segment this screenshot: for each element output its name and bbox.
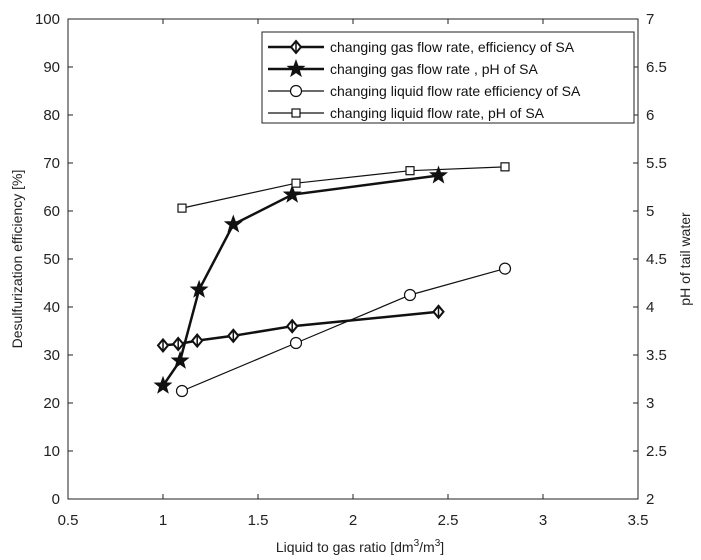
legend-entry: changing liquid flow rate, pH of SA <box>268 105 545 121</box>
square-marker <box>500 162 510 172</box>
x-tick-label: 1 <box>159 512 167 529</box>
y-left-tick-label: 20 <box>43 395 60 412</box>
y-right-tick-label: 4 <box>646 299 654 316</box>
x-tick-label: 2.5 <box>438 512 459 529</box>
y-right-tick-label: 7 <box>646 11 654 28</box>
y-left-tick-label: 60 <box>43 203 60 220</box>
y-axis-right-label: pH of tail water <box>677 212 693 306</box>
y-right-tick-label: 3 <box>646 395 654 412</box>
y-left-tick-label: 0 <box>52 491 60 508</box>
y-right-tick-label: 2 <box>646 491 654 508</box>
legend-label: changing gas flow rate, efficiency of SA <box>330 39 575 55</box>
y-left-tick-label: 80 <box>43 107 60 124</box>
series-star <box>153 165 448 394</box>
legend-label: changing gas flow rate , pH of SA <box>330 61 538 77</box>
star-marker <box>153 375 173 394</box>
x-axis-label: Liquid to gas ratio [dm3/m3] <box>276 538 444 555</box>
x-tick-label: 2 <box>349 512 357 529</box>
circle-marker <box>289 84 303 98</box>
y-left-tick-label: 90 <box>43 59 60 76</box>
square-marker <box>177 203 187 213</box>
series-line <box>181 166 506 209</box>
y-left-tick-label: 70 <box>43 155 60 172</box>
star-marker <box>223 214 243 233</box>
y-right-tick-label: 5.5 <box>646 155 667 172</box>
star-marker <box>170 350 190 369</box>
square-marker <box>291 108 301 118</box>
series-square <box>177 162 510 213</box>
legend-entry: changing liquid flow rate efficiency of … <box>268 83 581 99</box>
series-line <box>181 268 506 392</box>
y-right-tick-label: 3.5 <box>646 347 667 364</box>
square-marker <box>405 166 415 176</box>
circle-marker <box>498 262 512 275</box>
y-left-tick-label: 30 <box>43 347 60 364</box>
y-right-tick-label: 6.5 <box>646 59 667 76</box>
circle-marker <box>403 288 417 302</box>
x-tick-label: 1.5 <box>248 512 269 529</box>
x-tick-label: 3 <box>539 512 547 529</box>
circle-marker <box>175 384 189 398</box>
x-tick-label: 0.5 <box>58 512 79 529</box>
series-layer <box>153 162 512 398</box>
y-axis-left-label: Desulfurization efficiency [%] <box>9 170 25 349</box>
legend-entry: changing gas flow rate, efficiency of SA <box>268 39 575 55</box>
series-line <box>161 174 439 387</box>
ticks-layer: 0.5 1 1.5 2 2.5 3 3.5 0 10 20 30 40 50 60 70 80 90 100 2 2.… <box>35 11 667 529</box>
series-diamond <box>156 304 445 353</box>
legend: changing gas flow rate, efficiency of SA… <box>261 31 635 124</box>
y-left-tick-label: 10 <box>43 443 60 460</box>
legend-label: changing liquid flow rate, pH of SA <box>330 105 545 121</box>
legend-label: changing liquid flow rate efficiency of … <box>330 83 581 99</box>
y-left-tick-label: 50 <box>43 251 60 268</box>
star-marker <box>189 279 209 298</box>
star-marker <box>282 184 302 203</box>
series-circle <box>175 262 512 398</box>
y-right-tick-label: 2.5 <box>646 443 667 460</box>
y-right-tick-label: 5 <box>646 203 654 220</box>
x-tick-label: 3.5 <box>628 512 649 529</box>
square-marker <box>291 178 301 188</box>
legend-entry: changing gas flow rate , pH of SA <box>268 59 538 78</box>
circle-marker <box>289 336 303 350</box>
y-left-tick-label: 100 <box>35 11 60 28</box>
y-left-tick-label: 40 <box>43 299 60 316</box>
y-right-tick-label: 6 <box>646 107 654 124</box>
y-right-tick-label: 4.5 <box>646 251 667 268</box>
star-marker <box>286 59 306 78</box>
star-marker <box>429 165 448 184</box>
